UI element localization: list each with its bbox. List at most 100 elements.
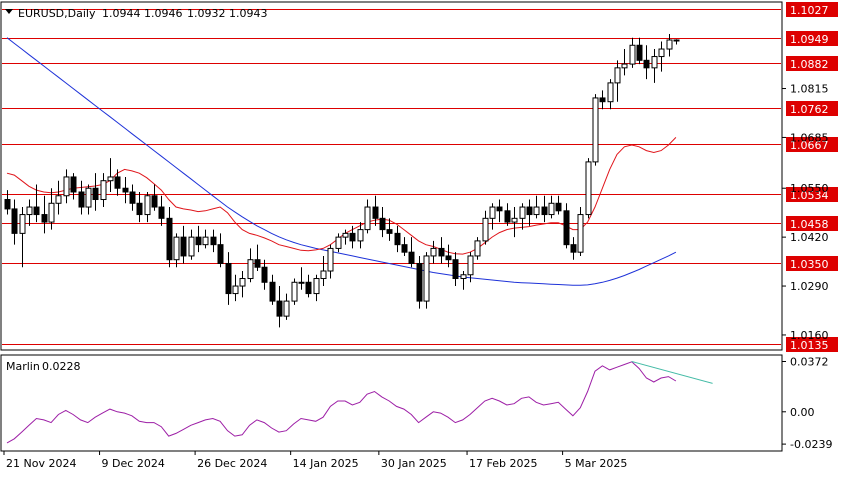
candle-body-up [489,206,496,219]
candle-body-down [541,206,548,216]
candle-body-down [114,176,121,189]
level-label-bg [786,56,838,71]
level-label: 1.0135 [790,339,829,352]
ma-slow-line [6,37,677,286]
candle-body-down [158,206,165,219]
candle-body-down [386,229,393,234]
candle-body-up [467,255,474,276]
candle-body-up [202,236,209,246]
candle-body-down [438,247,445,257]
time-tick-label: 5 Mar 2025 [565,457,628,470]
candle-body-down [504,210,511,223]
indicator-tick-label: -0.0239 [790,438,832,451]
candle-body-down [180,236,187,257]
candle-body-down [33,206,40,216]
indicator-trendline[interactable] [631,361,713,384]
candle-body-down [269,281,276,302]
candle-body-down [636,44,643,61]
level-label: 1.0882 [790,58,829,71]
candle-body-down [643,59,650,69]
candle-body-down [673,39,680,42]
price-tick-label: 1.0160 [790,329,829,342]
candle-body-up [666,39,673,50]
candle-body-up [651,56,658,69]
candle-body-up [144,195,151,216]
candle-body-up [320,270,327,280]
candle-body-up [482,217,489,242]
candle-body-down [349,232,356,242]
candle-body-up [460,274,467,280]
time-tick-label: 30 Jan 2025 [381,457,447,470]
level-label: 1.0949 [790,33,829,46]
candle-body-up [19,214,26,234]
candle-body-down [261,266,268,283]
level-label: 1.0762 [790,103,829,116]
candle-body-up [335,236,342,249]
indicator-tick-label: 0.00 [790,406,815,419]
candle-body-up [577,214,584,253]
candle-body-down [217,244,224,264]
candle-body-down [570,244,577,253]
indicator-tick-label: 0.0372 [790,355,829,368]
ohlc-open: 1.0944 [102,7,141,20]
indicator-series [6,361,713,444]
candle-body-up [585,161,592,216]
candle-body-up [283,300,290,317]
candle-body-down [225,262,232,295]
price-tick-label: 1.0420 [790,231,829,244]
candle-body-up [592,97,599,163]
candle-body-up [342,232,349,238]
candle-body-down [4,199,11,210]
candle-body-up [239,278,246,287]
candle-body-down [41,214,48,223]
candle-body-up [607,82,614,103]
time-axis: 21 Nov 2024 9 Dec 2024 26 Dec 2024 14 Jan 2… [3,451,628,470]
time-tick-label: 9 Dec 2024 [102,457,165,470]
candle-body-down [78,191,85,208]
level-label: 1.0667 [790,139,829,152]
candle-body-down [599,97,606,103]
level-label-bg [786,101,838,116]
ohlc-close: 1.0943 [229,7,268,20]
price-tick-label: 1.0550 [790,182,829,195]
candle-body-down [408,251,415,264]
candle-body-down [122,187,129,193]
candle-body-up [247,259,254,280]
candle-body-down [394,232,401,246]
candle-body-up [173,236,180,261]
price-tick-label: 1.0685 [790,131,829,144]
indicator-name: Marlin [6,360,40,373]
candle-body-up [629,44,636,65]
price-panel-frame [0,1,783,351]
marlin-line [6,361,677,444]
collapse-triangle-icon[interactable] [5,9,13,14]
candle-body-up [533,206,540,216]
price-tick-label: 1.0290 [790,280,829,293]
candle-body-up [423,255,430,302]
candle-body-up [291,281,298,302]
candle-body-down [92,187,99,201]
indicator-axis: 0.0372 0.00 -0.0239 [782,355,832,451]
candle-body-up [298,281,305,284]
candle-body-down [210,236,217,246]
candle-body-down [11,208,18,234]
candle-body-up [26,206,33,216]
indicator-value: 0.0228 [42,360,81,373]
candle-body-up [658,48,665,58]
level-label-bg [786,216,838,231]
candle-body-up [55,195,62,204]
candle-body-up [474,240,481,257]
candle-body-down [276,300,283,317]
time-tick-label: 17 Feb 2025 [469,457,537,470]
candle-body-down [379,217,386,231]
candle-body-down [129,191,136,204]
candle-body-up [85,187,92,208]
slow-moving-average [6,37,677,286]
candle-body-down [555,202,562,212]
time-tick-label: 26 Dec 2024 [197,457,267,470]
candle-body-up [63,176,70,197]
candle-body-up [100,180,107,201]
candle-body-up [519,206,526,219]
candle-body-down [166,217,173,261]
